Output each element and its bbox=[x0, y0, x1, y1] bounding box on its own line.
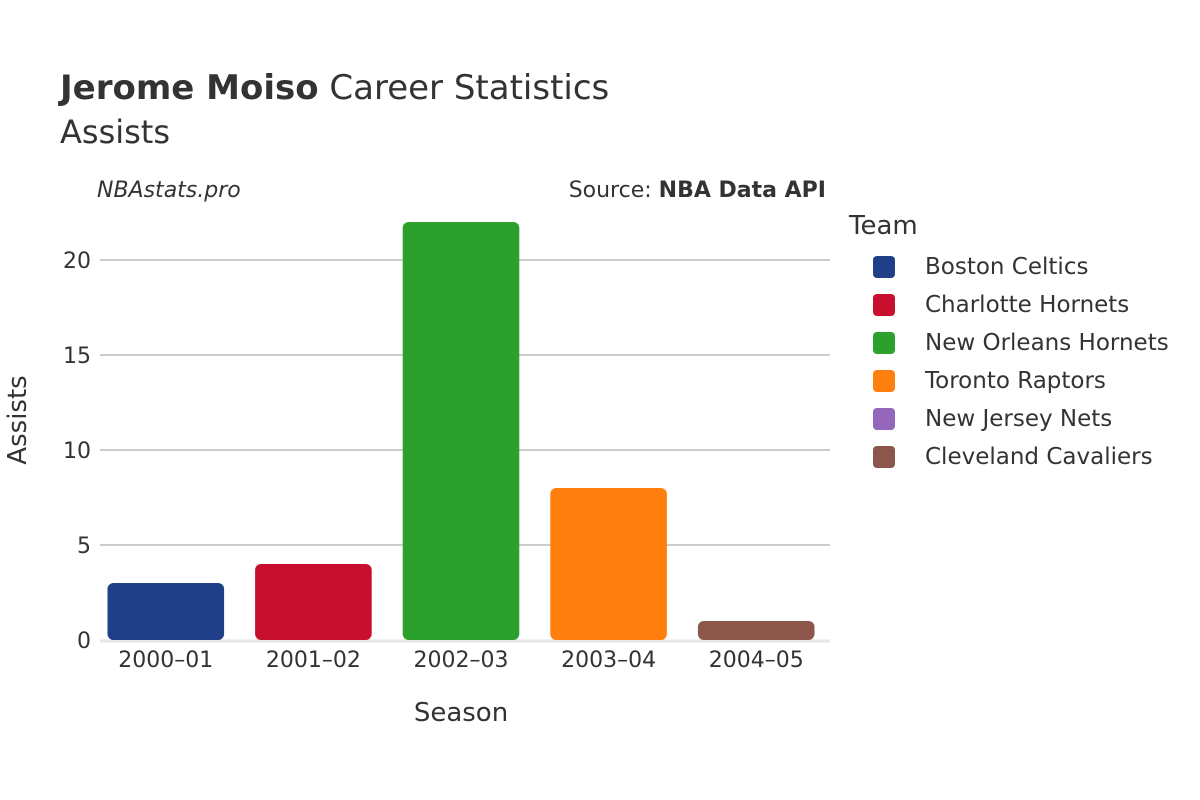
bar-2002–03[interactable] bbox=[402, 222, 520, 640]
legend-items: Boston Celtics Charlotte Hornets New Orlea… bbox=[849, 248, 1169, 476]
y-axis-label: Assists bbox=[3, 375, 33, 464]
legend-label: Boston Celtics bbox=[925, 254, 1089, 280]
legend-swatch bbox=[873, 294, 895, 316]
chart-subtitle: Assists bbox=[60, 113, 171, 151]
chart-title-player: Jerome Moiso bbox=[60, 68, 319, 108]
y-tick-label: 10 bbox=[63, 439, 91, 464]
y-tick-label: 20 bbox=[63, 249, 91, 274]
legend-item[interactable]: Cleveland Cavaliers bbox=[849, 438, 1169, 476]
y-tick-label: 5 bbox=[77, 534, 91, 559]
legend-label: New Jersey Nets bbox=[925, 406, 1113, 432]
legend-swatch bbox=[873, 370, 895, 392]
chart-title: Jerome Moiso Career Statistics bbox=[60, 66, 609, 110]
x-axis-label: Season bbox=[414, 698, 508, 728]
legend-label: Cleveland Cavaliers bbox=[925, 444, 1153, 470]
x-tick-label: 2001–02 bbox=[266, 648, 361, 673]
x-tick-label: 2002–03 bbox=[414, 648, 509, 673]
y-tick-label: 0 bbox=[77, 629, 91, 654]
chart-title-rest: Career Statistics bbox=[318, 68, 610, 108]
bars bbox=[107, 222, 815, 640]
legend-label: New Orleans Hornets bbox=[925, 330, 1169, 356]
legend-swatch bbox=[873, 332, 895, 354]
source-name: NBA Data API bbox=[658, 178, 826, 203]
x-tick-label: 2004–05 bbox=[709, 648, 804, 673]
bar-2003–04[interactable] bbox=[550, 488, 667, 640]
legend-title: Team bbox=[849, 211, 918, 241]
legend-item[interactable]: New Jersey Nets bbox=[849, 400, 1169, 438]
legend-swatch bbox=[873, 408, 895, 430]
legend-label: Toronto Raptors bbox=[925, 368, 1106, 394]
y-tick-labels: 0 5 10 15 20 bbox=[63, 249, 91, 654]
legend-swatch bbox=[873, 446, 895, 468]
x-tick-label: 2000–01 bbox=[118, 648, 213, 673]
bar-2004–05[interactable] bbox=[697, 621, 815, 640]
legend: Team Boston Celtics Charlotte Hornets New … bbox=[849, 208, 1169, 476]
legend-item[interactable]: Boston Celtics bbox=[849, 248, 1169, 286]
legend-label: Charlotte Hornets bbox=[925, 292, 1130, 318]
data-source: Source: NBA Data API bbox=[569, 178, 826, 203]
bar-2000–01[interactable] bbox=[107, 583, 225, 640]
bar-2001–02[interactable] bbox=[255, 564, 372, 640]
legend-item[interactable]: New Orleans Hornets bbox=[849, 324, 1169, 362]
y-tick-label: 15 bbox=[63, 344, 91, 369]
source-prefix: Source: bbox=[568, 178, 659, 203]
site-credit: NBAstats.pro bbox=[97, 178, 241, 203]
legend-item[interactable]: Toronto Raptors bbox=[849, 362, 1169, 400]
legend-swatch bbox=[873, 256, 895, 278]
x-tick-label: 2003–04 bbox=[561, 648, 656, 673]
legend-item[interactable]: Charlotte Hornets bbox=[849, 286, 1169, 324]
x-tick-labels: 2000–01 2001–02 2002–03 2003–04 2004–05 bbox=[118, 648, 803, 673]
